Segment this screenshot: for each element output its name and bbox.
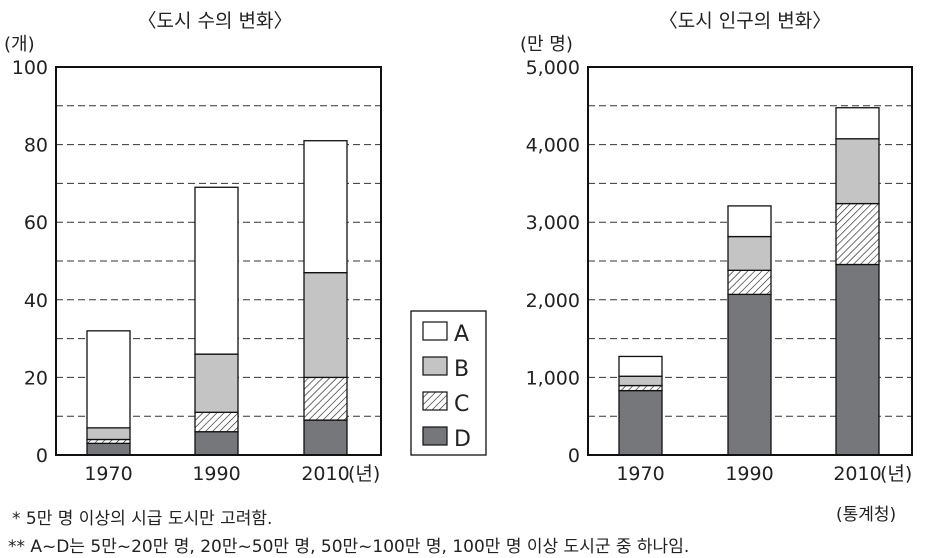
- x-tick-label: 1990: [725, 463, 773, 485]
- bar-segment-D: [727, 293, 772, 456]
- legend-box: [410, 310, 487, 456]
- bar-segment-B: [618, 375, 663, 387]
- x-tick-label: 1970: [616, 463, 664, 485]
- y-tick-label: 0: [568, 445, 580, 467]
- note-1: * 5만 명 이상의 시급 도시만 고려함.: [12, 509, 273, 529]
- y-tick-label: 1,000: [526, 367, 580, 389]
- x-axis-unit: (년): [880, 463, 912, 485]
- legend-swatch-A: [422, 321, 448, 341]
- x-tick-label: 2010: [301, 463, 349, 485]
- bar-segment-D: [86, 442, 131, 456]
- bar-segment-D: [835, 263, 880, 456]
- x-tick-label: 1990: [192, 463, 240, 485]
- legend-label-C: C: [454, 392, 469, 417]
- bar-segment-D: [618, 389, 663, 456]
- y-tick-label: 4,000: [526, 135, 580, 157]
- bar-segment-A: [835, 107, 880, 140]
- y-tick-label: 0: [36, 445, 48, 467]
- bar-segment-C: [727, 269, 772, 296]
- y-tick-label: 80: [24, 135, 48, 157]
- bar-segment-C: [303, 376, 348, 421]
- bar-segment-D: [194, 431, 239, 456]
- y-axis-unit: (만 명): [520, 34, 573, 55]
- bar-segment-A: [618, 355, 663, 377]
- plot-frame: [587, 66, 913, 456]
- bar-segment-A: [86, 330, 131, 429]
- plot-frame: [55, 66, 382, 456]
- source-label: (통계청): [836, 505, 897, 525]
- x-axis-unit: (년): [348, 463, 380, 485]
- note-2: ** A~D는 5만~20만 명, 20만~50만 명, 50만~100만 명,…: [8, 537, 690, 557]
- y-tick-label: 60: [24, 212, 48, 234]
- bar-segment-B: [194, 353, 239, 413]
- bar-segment-B: [86, 427, 131, 441]
- y-tick-label: 100: [12, 57, 48, 79]
- bar-segment-D: [303, 419, 348, 456]
- bar-segment-C: [835, 202, 880, 266]
- y-tick-label: 2,000: [526, 290, 580, 312]
- legend-swatch-B: [422, 356, 448, 376]
- bar-segment-C: [194, 411, 239, 433]
- bar-segment-C: [618, 384, 663, 392]
- y-axis-unit: (개): [4, 34, 35, 55]
- legend-label-A: A: [454, 322, 469, 347]
- y-tick-label: 40: [24, 290, 48, 312]
- bar-segment-A: [194, 186, 239, 355]
- bar-segment-B: [303, 271, 348, 379]
- bar-segment-A: [303, 140, 348, 274]
- legend-swatch-D: [422, 426, 448, 446]
- x-tick-label: 1970: [84, 463, 132, 485]
- y-tick-label: 3,000: [526, 212, 580, 234]
- legend-label-D: D: [454, 427, 471, 452]
- chart-title: 〈도시 수의 변화〉: [138, 10, 293, 32]
- chart-title: 〈도시 인구의 변화〉: [659, 10, 831, 32]
- y-tick-label: 5,000: [526, 57, 580, 79]
- bar-segment-B: [727, 235, 772, 271]
- x-tick-label: 2010: [833, 463, 881, 485]
- legend-swatch-C: [422, 391, 448, 411]
- legend-label-B: B: [454, 357, 469, 382]
- bar-segment-B: [835, 138, 880, 205]
- bar-segment-A: [727, 205, 772, 238]
- y-tick-label: 20: [24, 367, 48, 389]
